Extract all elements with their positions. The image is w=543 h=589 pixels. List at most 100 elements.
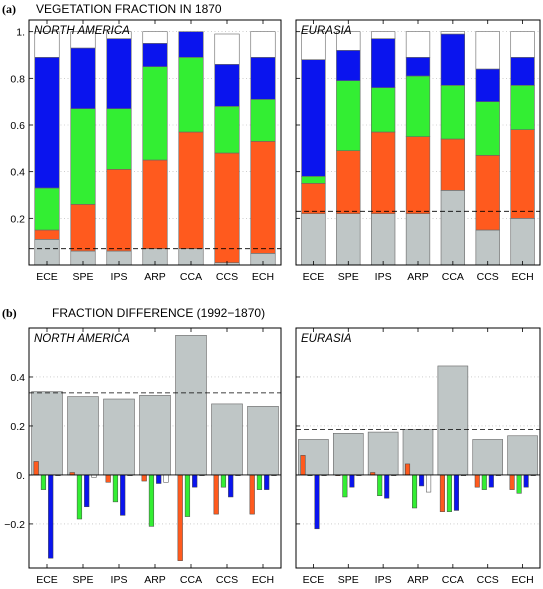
bar-ece-grey (301, 213, 326, 266)
bar-spe-green (70, 108, 96, 205)
bar-ccs-blue (488, 474, 494, 488)
y-tick-label: 0.2 (10, 421, 25, 433)
bar-cca-green (178, 57, 204, 133)
x-tick-label: IPS (111, 574, 128, 586)
bar-ccs-total (211, 403, 243, 476)
bar-ech-blue (264, 474, 270, 490)
bar-ech-total (507, 435, 538, 476)
bar-ips-grey (370, 213, 396, 266)
bar-ece-grey (34, 239, 60, 266)
bar-ech-red (250, 141, 276, 254)
bar-ips-blue (384, 474, 390, 499)
bar-ccs-red (474, 474, 480, 488)
bar-ccs-green (475, 101, 500, 156)
bar-ech-green (256, 474, 263, 490)
region-label: EURASIA (301, 25, 352, 37)
bar-ece-red (33, 461, 39, 476)
x-tick-label: CCS (216, 271, 238, 283)
x-tick-label: CCS (477, 574, 499, 586)
bar-cca-blue (440, 33, 466, 86)
x-tick-label: ARP (407, 271, 429, 283)
x-tick-label: SPE (72, 574, 93, 586)
bar-ccs-grey (475, 229, 500, 266)
bar-ece-blue (48, 474, 54, 559)
x-tick-label: ECE (303, 574, 325, 586)
bar-ece-white (34, 31, 60, 58)
bar-spe-red (336, 150, 361, 214)
panel-a-label: (a) (2, 2, 16, 16)
bar-cca-total (437, 365, 469, 476)
bar-ips-red (106, 169, 132, 252)
bar-ips-total (103, 398, 135, 476)
bar-spe-blue (349, 474, 355, 488)
bar-cca-blue (192, 474, 198, 488)
bar-ech-blue (250, 57, 276, 100)
bar-ech-red (510, 129, 535, 219)
charts: ECE SPE IPS ARP CCA CCS ECH 0.2 0.4 0.6 0.8 1. NORTH… (4, 19, 541, 586)
bar-ips-white (106, 31, 132, 39)
bar-ece-red (34, 229, 60, 240)
bar-ips-white (370, 31, 396, 39)
bar-ece-blue (34, 57, 60, 189)
bar-ech-green (516, 474, 522, 494)
bar-cca-red (178, 131, 204, 249)
bar-spe-white (336, 31, 361, 51)
bar-ips-blue (106, 38, 132, 109)
region-label: EURASIA (301, 333, 352, 345)
bar-arp-white (163, 474, 169, 483)
bar-ech-red (249, 474, 255, 515)
x-tick-label: ECE (303, 271, 325, 283)
x-tick-label: CCA (180, 271, 202, 283)
bar-ccs-green (214, 106, 240, 154)
bar-ech-white (250, 31, 276, 58)
y-tick-label: 1. (16, 27, 25, 39)
bar-cca-blue (178, 31, 204, 58)
bar-cca-green (440, 85, 466, 140)
bar-ccs-red (475, 155, 500, 231)
bar-ccs-total (472, 439, 504, 476)
x-tick-label: ECE (36, 271, 58, 283)
bar-ips-red (370, 131, 396, 214)
bar-spe-white (70, 31, 96, 49)
y-tick-label: 0. (16, 470, 25, 482)
bar-arp-red (142, 159, 168, 249)
bar-ech-green (250, 99, 276, 142)
x-tick-label: CCS (477, 271, 499, 283)
bar-ece-green (40, 474, 47, 490)
x-tick-label: IPS (111, 271, 128, 283)
y-tick-label: 0.4 (10, 167, 25, 179)
bar-ips-green (106, 108, 132, 170)
bar-ece-blue (314, 474, 320, 530)
x-tick-label: CCS (216, 574, 238, 586)
bar-ece-white (301, 31, 326, 60)
bar-cca-total (175, 335, 207, 476)
chart-4 (295, 327, 541, 569)
x-tick-label: ECE (36, 574, 58, 586)
bar-spe-total (67, 396, 99, 476)
bar-arp-red (405, 463, 411, 476)
bar-spe-green (336, 80, 361, 151)
bar-ccs-white (214, 33, 240, 65)
y-tick-label: −0.2 (4, 519, 25, 531)
bar-ccs-white (475, 31, 500, 70)
bar-ips-green (112, 474, 119, 503)
bar-arp-total (139, 395, 171, 476)
bar-cca-grey (440, 190, 466, 266)
bar-ips-red (105, 474, 111, 483)
x-tick-label: ECH (252, 271, 274, 283)
bar-ips-blue (370, 38, 396, 88)
bar-ece-total (31, 391, 63, 476)
x-tick-label: SPE (338, 271, 359, 283)
bar-arp-white (405, 31, 431, 58)
bar-ece-green (34, 187, 60, 231)
bar-spe-blue (336, 50, 361, 81)
bar-ech-red (509, 474, 515, 490)
x-tick-label: SPE (338, 574, 359, 586)
bar-ips-green (377, 474, 383, 497)
bar-ece-blue (301, 59, 326, 177)
x-tick-label: ARP (144, 271, 166, 283)
bar-spe-blue (84, 474, 90, 508)
bar-arp-green (405, 75, 431, 137)
bar-arp-white (426, 474, 432, 493)
bar-cca-white (440, 31, 466, 35)
